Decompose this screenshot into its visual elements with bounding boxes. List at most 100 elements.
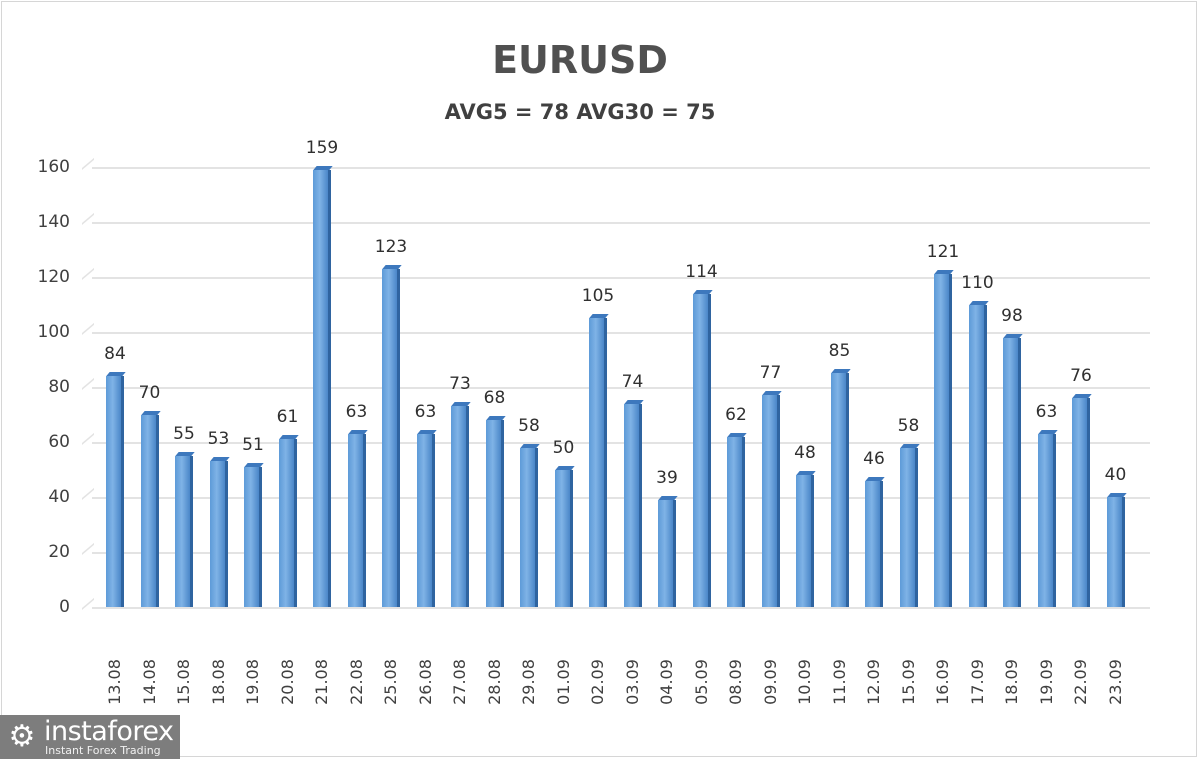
bar-19.09 bbox=[1037, 433, 1056, 607]
bar-01.09 bbox=[554, 469, 573, 607]
x-tick-label: 25.08 bbox=[381, 659, 400, 705]
x-tick-label: 18.09 bbox=[1002, 659, 1021, 705]
bar-18.09 bbox=[1003, 337, 1021, 607]
data-label: 51 bbox=[242, 434, 264, 455]
bar-03.09 bbox=[623, 403, 642, 607]
logo-name: instaforex bbox=[44, 716, 174, 747]
data-label: 77 bbox=[759, 363, 782, 384]
y-tick-label: 100 bbox=[37, 322, 70, 342]
bar-08.09 bbox=[727, 436, 745, 607]
bar-22.09 bbox=[1072, 398, 1090, 607]
bar-21.08 bbox=[313, 169, 331, 607]
x-tick-label: 09.09 bbox=[760, 659, 780, 705]
data-label: 105 bbox=[581, 286, 615, 307]
y-tick-label: 40 bbox=[48, 487, 70, 507]
y-tick-label: 60 bbox=[48, 432, 70, 452]
bar-18.08 bbox=[209, 461, 228, 607]
chart-title: EURUSD bbox=[492, 38, 668, 82]
logo-tagline: Instant Forex Trading bbox=[45, 744, 161, 757]
data-label: 76 bbox=[1070, 366, 1092, 386]
data-label: 70 bbox=[138, 382, 161, 403]
bar-10.09 bbox=[796, 475, 814, 607]
x-tick-label: 27.08 bbox=[450, 659, 469, 705]
data-label: 74 bbox=[621, 371, 644, 392]
bar-28.08 bbox=[485, 420, 504, 607]
x-tick-label: 10.09 bbox=[795, 659, 814, 705]
data-label: 110 bbox=[961, 272, 994, 293]
data-label: 63 bbox=[345, 401, 368, 422]
data-label: 68 bbox=[483, 388, 506, 408]
x-tick-label: 28.08 bbox=[484, 659, 504, 705]
data-label: 58 bbox=[897, 415, 920, 436]
x-tick-label: 11.09 bbox=[829, 659, 849, 705]
x-tick-label: 18.08 bbox=[208, 659, 228, 705]
gridline bbox=[92, 552, 1150, 554]
gridline bbox=[92, 332, 1150, 334]
data-label: 39 bbox=[656, 467, 678, 488]
bar-04.09 bbox=[658, 499, 676, 607]
data-label: 53 bbox=[207, 429, 230, 450]
instaforex-logo: ⚙ instaforex Instant Forex Trading bbox=[0, 715, 180, 759]
x-tick-label: 26.08 bbox=[415, 659, 435, 705]
bar-23.09 bbox=[1106, 497, 1125, 607]
gridline bbox=[92, 387, 1150, 389]
x-tick-label: 08.09 bbox=[726, 659, 745, 705]
data-label: 121 bbox=[926, 242, 960, 263]
bar-17.09 bbox=[968, 304, 987, 607]
x-tick-label: 22.08 bbox=[346, 659, 366, 705]
x-tick-label: 15.08 bbox=[174, 659, 193, 705]
y-tick-label: 160 bbox=[37, 157, 70, 177]
gridline bbox=[92, 222, 1150, 224]
bar-09.09 bbox=[761, 395, 780, 607]
x-tick-label: 16.09 bbox=[933, 659, 952, 705]
data-label: 63 bbox=[414, 401, 437, 422]
y-tick-label: 0 bbox=[59, 597, 70, 617]
y-tick-label: 80 bbox=[48, 377, 70, 397]
data-label: 159 bbox=[305, 137, 339, 158]
bar-26.08 bbox=[416, 433, 435, 607]
x-tick-label: 01.09 bbox=[553, 659, 573, 705]
data-label: 85 bbox=[828, 341, 851, 362]
data-label: 114 bbox=[685, 261, 718, 282]
x-tick-label: 04.09 bbox=[657, 659, 676, 705]
data-label: 48 bbox=[794, 443, 816, 463]
bar-12.09 bbox=[865, 480, 883, 607]
bar-27.08 bbox=[451, 406, 469, 607]
bar-16.09 bbox=[934, 274, 952, 607]
gridline bbox=[92, 442, 1150, 444]
data-label: 98 bbox=[1001, 305, 1023, 326]
bar-15.09 bbox=[899, 447, 918, 607]
bar-13.08 bbox=[106, 376, 124, 607]
chart-subtitle: AVG5 = 78 AVG30 = 75 bbox=[444, 100, 716, 124]
y-tick-label: 20 bbox=[48, 542, 70, 562]
gridline bbox=[92, 497, 1150, 499]
y-tick-label: 120 bbox=[37, 267, 70, 287]
data-label: 50 bbox=[552, 437, 575, 458]
x-tick-label: 19.08 bbox=[243, 659, 262, 705]
data-label: 73 bbox=[449, 374, 471, 395]
data-label: 84 bbox=[104, 344, 126, 364]
x-tick-label: 29.08 bbox=[519, 659, 538, 705]
x-tick-label: 17.09 bbox=[967, 659, 987, 705]
data-label: 123 bbox=[374, 236, 408, 257]
data-label: 63 bbox=[1035, 401, 1058, 422]
bar-15.08 bbox=[175, 455, 193, 607]
data-label: 40 bbox=[1104, 465, 1127, 485]
bar-29.08 bbox=[520, 447, 538, 607]
data-label: 62 bbox=[725, 404, 747, 425]
bar-11.09 bbox=[830, 373, 849, 607]
x-tick-label: 03.09 bbox=[622, 659, 642, 705]
bar-05.09 bbox=[692, 293, 711, 607]
bar-25.08 bbox=[382, 268, 400, 607]
gridline bbox=[92, 607, 1150, 609]
data-label: 58 bbox=[518, 415, 540, 436]
x-tick-label: 05.09 bbox=[691, 659, 711, 705]
x-tick-label: 19.09 bbox=[1036, 659, 1056, 705]
bar-19.08 bbox=[244, 466, 262, 607]
x-tick-label: 12.09 bbox=[864, 659, 883, 705]
bar-14.08 bbox=[140, 414, 159, 607]
data-label: 46 bbox=[863, 448, 885, 469]
bar-02.09 bbox=[589, 318, 607, 607]
